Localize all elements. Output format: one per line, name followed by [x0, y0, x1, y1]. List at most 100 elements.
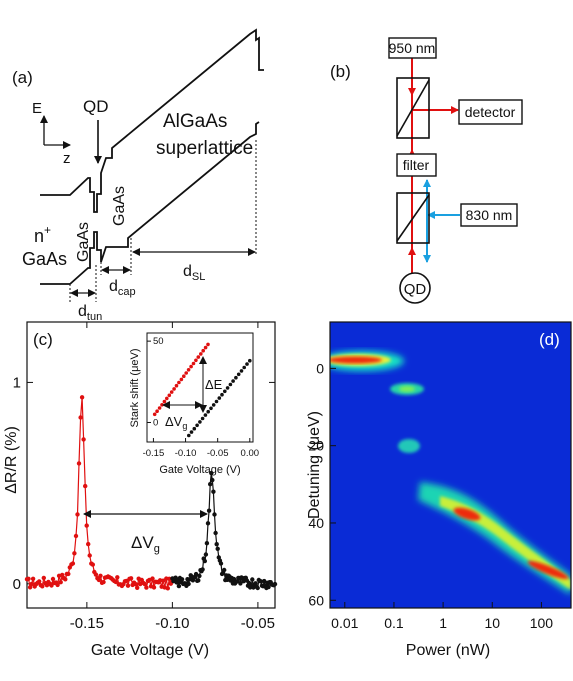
data-point	[37, 579, 42, 584]
panel-b-label: (b)	[330, 62, 351, 81]
data-point	[206, 508, 212, 513]
panel-d-heatmap: 0.01 0.1 1 10 100 0 20 40 60 (d) Power (nW) Detu…	[306, 321, 572, 659]
inset-point	[187, 433, 191, 438]
panel-c-chart: -0.15 -0.10 -0.05 0 1 (c) ΔVg Gate Voltage (…	[3, 321, 278, 659]
inset-point	[228, 382, 233, 387]
valence-band	[40, 121, 260, 285]
x-tick-label: 0.1	[384, 615, 404, 631]
inset-point	[206, 409, 210, 414]
filter-label: filter	[403, 157, 430, 173]
data-point	[161, 578, 166, 583]
beamsplitter-top-diagonal	[396, 79, 430, 137]
d-cap-label: dcap	[109, 278, 136, 298]
inset-point	[152, 412, 157, 417]
heatmap-features	[330, 351, 571, 595]
panel-a-band-diagram: (a) E z QD AlGaAs superlattice dtun dcap…	[12, 28, 264, 323]
panel-c-ylabel: ΔR/R (%)	[3, 426, 20, 494]
inset-x-tick-label: -0.15	[143, 448, 165, 459]
inset-point	[225, 386, 230, 390]
inset-point	[231, 379, 235, 383]
data-point	[128, 576, 134, 581]
inset-point	[214, 399, 219, 404]
data-point	[40, 584, 45, 589]
inset-point	[172, 387, 176, 391]
inset-ylabel: Stark shift (μeV)	[129, 348, 141, 427]
y-tick-label: 40	[308, 515, 324, 531]
inset-point	[236, 372, 241, 377]
inset-delta-e-label: ΔE	[205, 377, 223, 392]
inset-point	[177, 380, 181, 385]
data-point	[209, 470, 214, 476]
inset-point	[209, 406, 213, 411]
data-point	[218, 561, 224, 566]
data-point	[210, 477, 215, 483]
data-point	[214, 542, 219, 547]
series-black-points	[170, 470, 278, 591]
laser-950-label: 950 nm	[389, 40, 436, 56]
feature-band-core-1	[453, 507, 481, 521]
data-point	[215, 546, 220, 551]
data-point	[96, 577, 102, 583]
data-point	[266, 584, 271, 590]
superlattice-label-2: superlattice	[156, 138, 253, 159]
inset-point	[248, 358, 252, 363]
panel-d-label: (d)	[539, 330, 560, 349]
data-point	[78, 415, 83, 420]
y-tick-label: 60	[308, 592, 324, 608]
data-point	[87, 553, 92, 558]
data-point	[213, 530, 218, 536]
n-plus-gaas-label: GaAs	[22, 249, 67, 269]
inset-point	[184, 371, 188, 375]
data-point	[86, 541, 91, 547]
inset-point	[203, 413, 208, 417]
panel-c-xlabel: Gate Voltage (V)	[91, 642, 209, 659]
inset-frame	[146, 332, 254, 443]
data-point	[76, 461, 82, 466]
inset-x-tick-label: -0.05	[207, 448, 229, 459]
data-point	[200, 567, 205, 572]
data-point	[70, 561, 76, 566]
y-tick-label: 1	[13, 374, 21, 391]
data-point	[55, 582, 60, 588]
data-point	[50, 576, 56, 582]
feature-seven-core	[399, 386, 415, 392]
inset-point	[198, 420, 202, 424]
inset-point	[191, 361, 196, 366]
n-plus-label: n+	[34, 223, 51, 246]
data-point	[58, 580, 63, 585]
panel-d-frame	[329, 321, 572, 609]
data-point	[258, 579, 264, 584]
inset-point	[167, 393, 172, 398]
axis-e-label: E	[32, 100, 42, 117]
x-tick-label: 1	[439, 615, 447, 631]
x-tick-label: 10	[484, 615, 500, 631]
data-point	[81, 437, 86, 442]
laser-830-label: 830 nm	[466, 207, 513, 223]
data-point	[211, 489, 216, 494]
inset-point	[211, 403, 216, 407]
x-tick-label: 100	[530, 615, 554, 631]
data-point	[84, 523, 89, 528]
inset-point	[169, 390, 174, 394]
data-point	[27, 585, 33, 590]
inset-point	[192, 426, 197, 431]
inset-point	[165, 396, 169, 401]
data-point	[253, 581, 258, 586]
data-point	[93, 572, 99, 577]
series-red-points	[24, 395, 175, 591]
inset-point	[203, 345, 208, 350]
beamsplitter-bottom	[396, 192, 430, 244]
inset-point	[239, 369, 244, 373]
data-point	[142, 581, 147, 587]
inset-black-points	[187, 358, 252, 438]
data-point	[151, 585, 157, 590]
inset-chart: -0.15 -0.10 -0.05 0.00 0 50 ΔE ΔVg Gate Volta…	[129, 332, 259, 476]
x-tick-label: -0.15	[70, 615, 104, 632]
data-point	[202, 558, 207, 564]
inset-point	[162, 399, 167, 404]
data-point	[255, 585, 260, 591]
data-point	[73, 533, 79, 539]
panel-b-setup: (b) 950 nm detector filter 830 nm QD	[330, 37, 523, 304]
inset-point	[189, 364, 193, 369]
data-point	[144, 585, 149, 590]
